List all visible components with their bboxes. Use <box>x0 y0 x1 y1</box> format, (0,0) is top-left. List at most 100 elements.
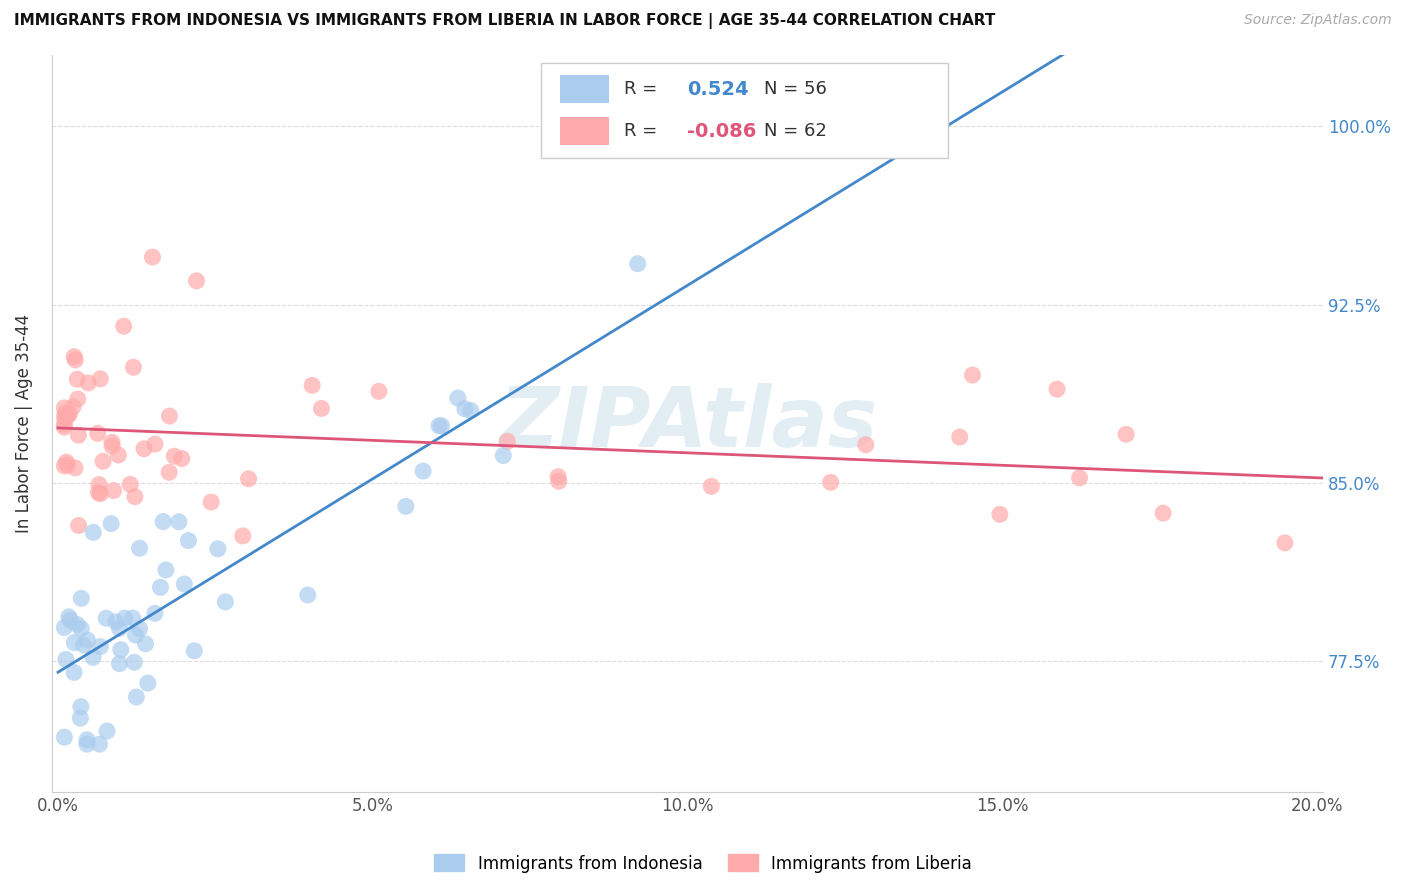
Point <box>173 577 195 591</box>
Point <box>128 541 150 556</box>
Point <box>89 640 111 654</box>
Text: R =: R = <box>624 80 662 98</box>
Point <box>167 515 190 529</box>
Point <box>62 400 84 414</box>
Point <box>120 477 142 491</box>
Point <box>53 410 76 425</box>
Point <box>820 475 842 490</box>
Bar <box>561 75 609 103</box>
Point <box>67 518 90 533</box>
Point <box>89 372 111 386</box>
Point <box>700 479 723 493</box>
Point <box>141 250 163 264</box>
Point <box>108 621 131 635</box>
Text: IMMIGRANTS FROM INDONESIA VS IMMIGRANTS FROM LIBERIA IN LABOR FORCE | AGE 35-44 : IMMIGRANTS FROM INDONESIA VS IMMIGRANTS … <box>14 13 995 29</box>
Point <box>125 690 148 704</box>
Point <box>492 449 515 463</box>
Point <box>988 508 1011 522</box>
Point <box>136 676 159 690</box>
Point <box>65 352 87 367</box>
Point <box>76 737 98 751</box>
Point <box>104 615 127 629</box>
Point <box>108 657 131 671</box>
Point <box>547 469 569 483</box>
Point <box>159 409 181 423</box>
Point <box>135 637 157 651</box>
Bar <box>561 118 609 145</box>
Point <box>214 595 236 609</box>
Point <box>460 403 482 417</box>
Point <box>170 451 193 466</box>
Point <box>128 622 150 636</box>
Point <box>496 434 519 449</box>
Point <box>1069 471 1091 485</box>
Point <box>367 384 389 399</box>
Point <box>107 448 129 462</box>
Point <box>96 611 118 625</box>
Point <box>430 418 453 433</box>
Point <box>53 401 76 415</box>
Point <box>297 588 319 602</box>
Point <box>101 435 124 450</box>
Point <box>96 724 118 739</box>
Point <box>55 455 77 469</box>
Point <box>124 490 146 504</box>
Point <box>427 418 450 433</box>
Point <box>89 486 111 500</box>
Point <box>69 711 91 725</box>
Point <box>183 644 205 658</box>
Point <box>412 464 434 478</box>
Point <box>101 439 124 453</box>
Point <box>70 622 93 636</box>
Text: R =: R = <box>624 122 662 140</box>
Point <box>454 401 477 416</box>
Point <box>949 430 972 444</box>
Point <box>82 650 104 665</box>
Point <box>67 428 90 442</box>
Point <box>91 454 114 468</box>
Point <box>301 378 323 392</box>
FancyBboxPatch shape <box>541 62 948 158</box>
Point <box>77 376 100 390</box>
Point <box>1152 506 1174 520</box>
Point <box>232 529 254 543</box>
Point <box>63 665 86 680</box>
Point <box>63 461 86 475</box>
Point <box>163 449 186 463</box>
Point <box>53 417 76 432</box>
Point <box>157 466 180 480</box>
Point <box>63 635 86 649</box>
Point <box>53 420 76 434</box>
Point <box>200 495 222 509</box>
Point <box>70 591 93 606</box>
Point <box>110 642 132 657</box>
Point <box>149 580 172 594</box>
Point <box>447 391 470 405</box>
Point <box>53 406 76 420</box>
Text: ZIPAtlas: ZIPAtlas <box>498 383 877 464</box>
Point <box>100 516 122 531</box>
Point <box>311 401 333 416</box>
Point <box>962 368 984 382</box>
Point <box>58 407 80 421</box>
Point <box>76 633 98 648</box>
Point <box>103 483 125 498</box>
Point <box>70 699 93 714</box>
Point <box>121 611 143 625</box>
Y-axis label: In Labor Force | Age 35-44: In Labor Force | Age 35-44 <box>15 314 32 533</box>
Point <box>53 730 76 744</box>
Point <box>72 638 94 652</box>
Point <box>152 515 174 529</box>
Point <box>86 426 108 441</box>
Text: -0.086: -0.086 <box>688 122 756 141</box>
Point <box>55 411 77 425</box>
Point <box>395 500 418 514</box>
Point <box>66 617 89 632</box>
Point <box>124 655 146 669</box>
Point <box>855 438 877 452</box>
Point <box>143 607 166 621</box>
Point <box>177 533 200 548</box>
Point <box>112 319 135 334</box>
Point <box>114 611 136 625</box>
Point <box>76 732 98 747</box>
